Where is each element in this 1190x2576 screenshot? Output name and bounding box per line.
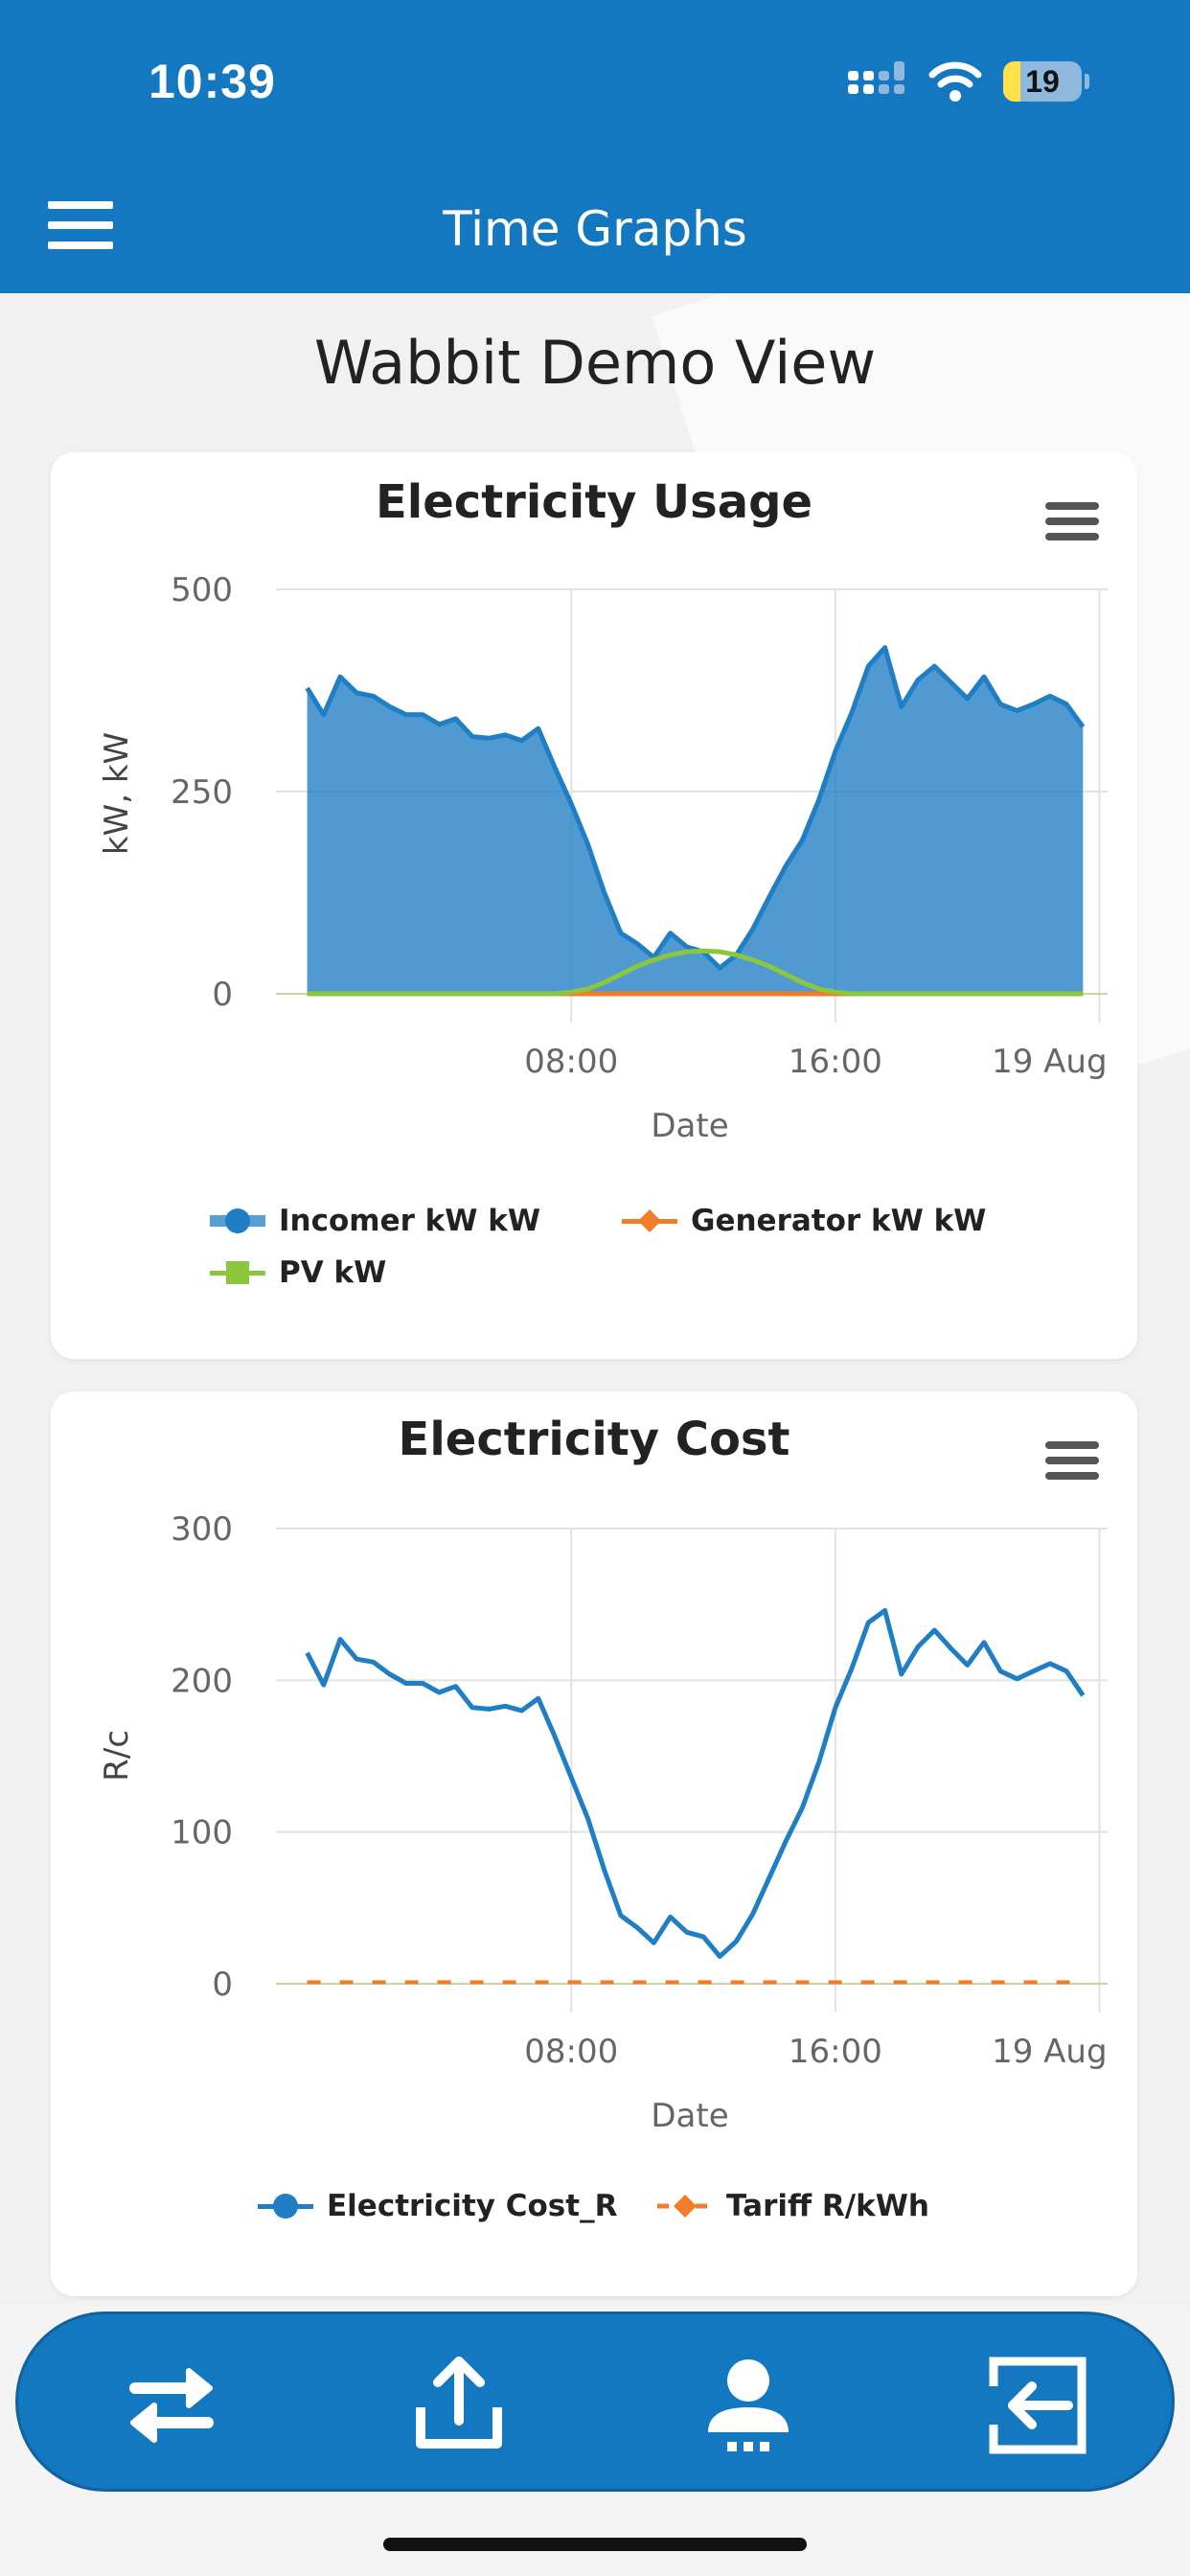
cost-chart: 0 100 200 300 08:00 16:00 19 Aug R/c Date (98, 1510, 1108, 2135)
y-tick-label: 300 (171, 1510, 233, 1549)
x-tick-label: 19 Aug (992, 2033, 1107, 2071)
legend-area-marker-icon (210, 1208, 265, 1233)
hamburger-menu-icon[interactable] (48, 201, 117, 259)
chart-context-menu-icon[interactable] (1045, 1441, 1099, 1487)
y-tick-label: 250 (171, 773, 233, 812)
cellular-signal-icon (848, 61, 904, 94)
legend-item-pv[interactable]: PV kW (210, 1255, 386, 1290)
user-support-icon[interactable] (691, 2348, 806, 2463)
battery-cap (1085, 74, 1089, 89)
page-title: Time Graphs (443, 201, 747, 257)
legend-item-generator[interactable]: Generator kW kW (622, 1204, 986, 1238)
legend-label: Generator kW kW (691, 1204, 987, 1238)
legend-label: Electricity Cost_R (327, 2189, 618, 2223)
swap-arrows-icon[interactable] (114, 2348, 229, 2463)
cost-chart-card: Electricity Cost 0 100 200 300 08:00 16:00 19… (51, 1392, 1137, 2296)
battery-level-fill (1003, 61, 1021, 102)
usage-chart-card: Electricity Usage 0 250 500 08:00 16:00 19 A… (51, 452, 1137, 1359)
series-line-pv-kw (307, 948, 1084, 997)
y-axis-label: kW, kW (98, 732, 136, 855)
status-bar: 10:39 19 (0, 0, 1190, 172)
x-tick-label: 16:00 (789, 2033, 882, 2071)
x-axis-label: Date (651, 2097, 728, 2135)
series-area-incomer-kw-kw (307, 647, 1084, 994)
bottom-navigation (15, 2312, 1175, 2492)
y-tick-label: 100 (171, 1814, 233, 1852)
y-tick-label: 200 (171, 1662, 233, 1700)
y-axis-label: R/c (98, 1730, 136, 1782)
share-upload-icon[interactable] (401, 2348, 516, 2463)
legend-square-marker-icon (210, 1261, 265, 1284)
view-title: Wabbit Demo View (313, 328, 877, 398)
status-icons: 19 (846, 61, 1089, 102)
legend-circle-marker-icon (258, 2194, 313, 2219)
battery-percent: 19 (1025, 63, 1060, 99)
x-tick-label: 16:00 (789, 1043, 882, 1081)
y-tick-label: 500 (171, 571, 233, 610)
legend-label: PV kW (279, 1255, 387, 1290)
cost-chart-title: Electricity Cost (398, 1413, 790, 1466)
status-time: 10:39 (149, 55, 276, 108)
x-axis-ticks: 08:00 16:00 19 Aug (524, 1043, 1107, 1081)
wifi-icon (928, 61, 982, 102)
x-tick-label: 19 Aug (992, 1043, 1107, 1081)
app-header: Time Graphs (0, 172, 1190, 293)
y-axis-ticks: 0 250 500 (171, 571, 233, 1014)
legend-diamond-marker-icon (622, 1209, 677, 1232)
chart-context-menu-icon[interactable] (1045, 502, 1099, 548)
legend-item-tariff[interactable]: Tariff R/kWh (657, 2189, 929, 2223)
x-axis-label: Date (651, 1107, 728, 1145)
series-line-electricity-cost-r (305, 1608, 1086, 1959)
y-tick-label: 0 (212, 1966, 233, 2004)
chart-series (305, 1608, 1086, 1985)
usage-chart-title: Electricity Usage (375, 475, 813, 529)
legend-item-electricity-cost[interactable]: Electricity Cost_R (258, 2189, 617, 2223)
battery-indicator: 19 (1003, 61, 1082, 102)
y-axis-ticks: 0 100 200 300 (171, 1510, 233, 2004)
x-axis-ticks: 08:00 16:00 19 Aug (524, 2033, 1107, 2071)
y-tick-label: 0 (212, 976, 233, 1014)
usage-chart: 0 250 500 08:00 16:00 19 Aug kW, kW Date (98, 571, 1108, 1145)
legend-label: Tariff R/kWh (726, 2189, 929, 2223)
legend-diamond-marker-icon (657, 2195, 713, 2218)
x-tick-label: 08:00 (524, 1043, 618, 1081)
chart-series (305, 645, 1086, 997)
chart-grid (276, 1528, 1108, 2012)
home-indicator (383, 2538, 807, 2551)
legend-label: Incomer kW kW (279, 1204, 541, 1238)
x-tick-label: 08:00 (524, 2033, 618, 2071)
logout-icon[interactable] (980, 2348, 1095, 2463)
legend-item-incomer[interactable]: Incomer kW kW (210, 1204, 540, 1238)
